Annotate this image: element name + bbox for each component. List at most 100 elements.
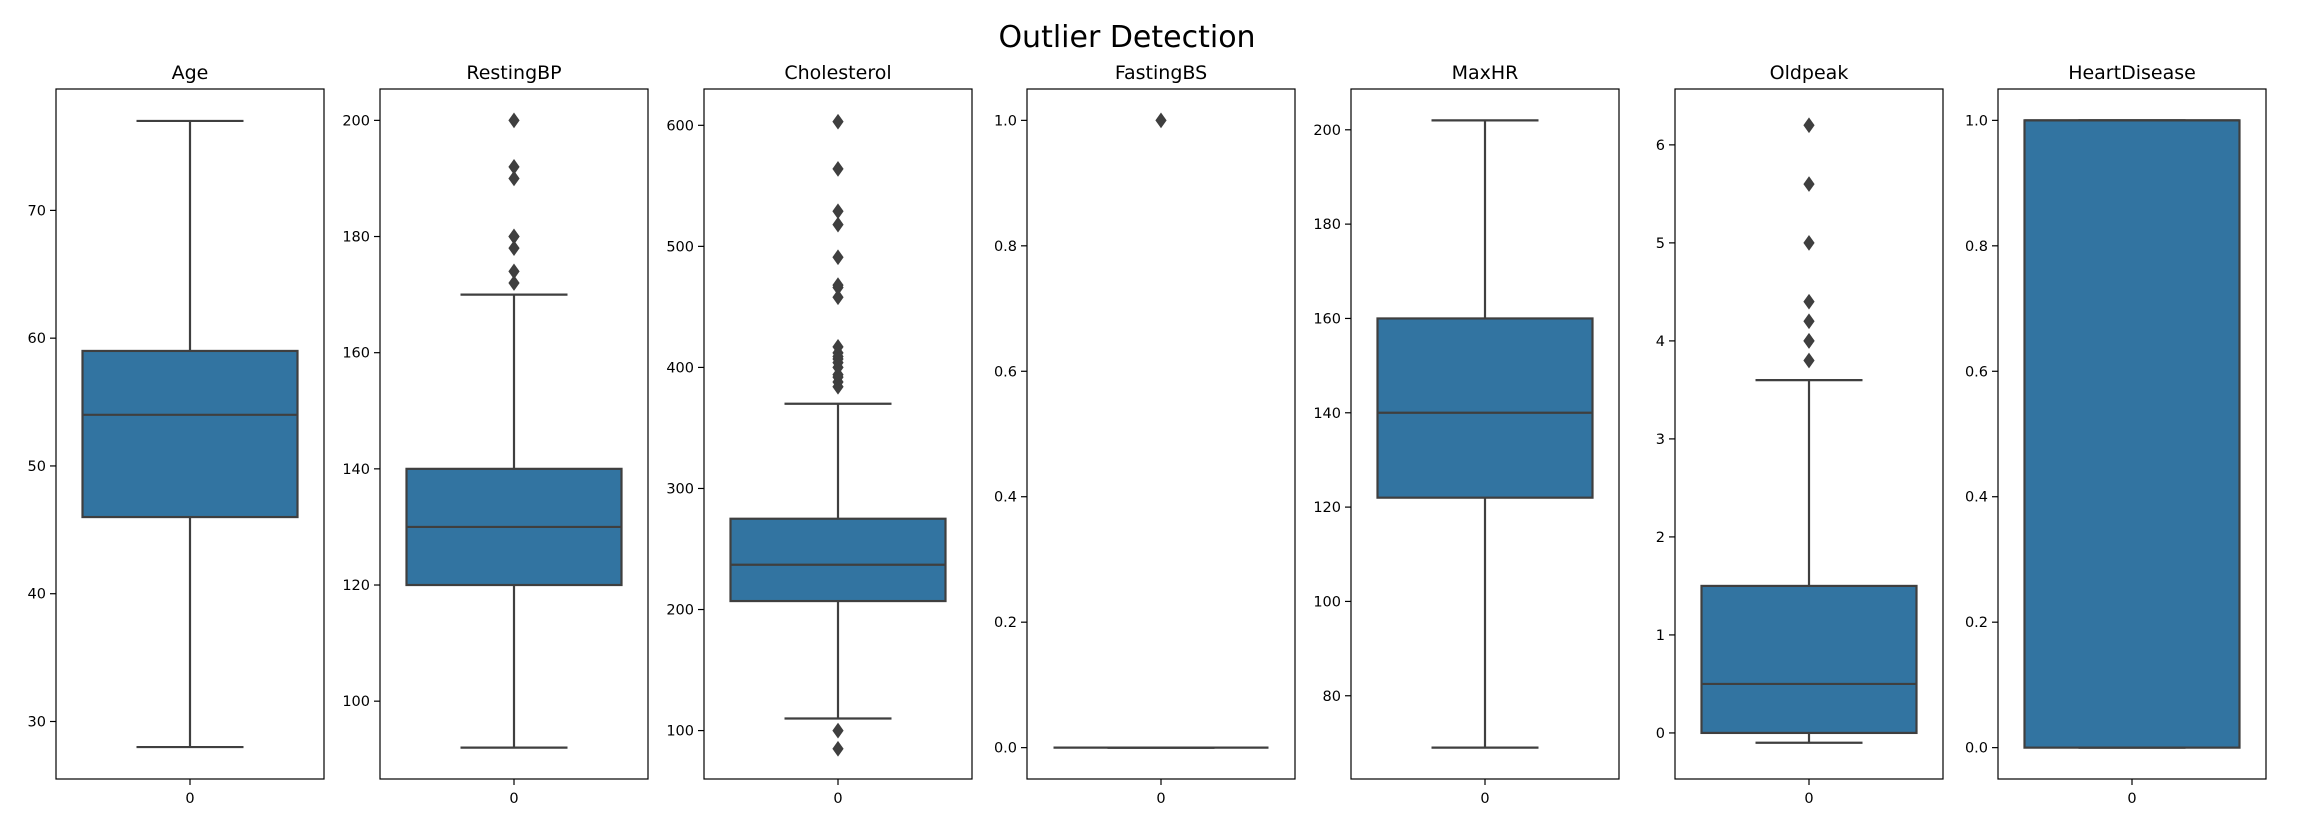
outlier-point	[832, 740, 844, 757]
y-tick-label: 70	[28, 203, 46, 219]
y-tick-label: 0.8	[994, 239, 1017, 255]
y-tick-label: 200	[666, 603, 694, 619]
outlier-point	[1803, 235, 1815, 251]
iqr-box	[1376, 317, 1594, 499]
y-tick-label: 100	[342, 694, 370, 710]
y-tick-label: 1.0	[1965, 113, 1988, 129]
y-tick-label: 2	[1656, 530, 1665, 546]
y-tick-label: 0.2	[1965, 615, 1988, 631]
y-tick-label: 120	[1313, 500, 1341, 516]
outlier-point	[1803, 176, 1815, 192]
panel-title: FastingBS	[1115, 62, 1207, 84]
y-tick-label: 200	[1313, 123, 1341, 139]
iqr-box	[2023, 119, 2241, 749]
y-tick-label: 6	[1656, 138, 1665, 154]
x-tick-label: 0	[509, 791, 518, 807]
outlier-point	[832, 113, 844, 130]
panel-title: MaxHR	[1452, 62, 1519, 84]
outlier-point	[832, 722, 844, 739]
x-tick-label: 0	[1480, 791, 1489, 807]
y-tick-label: 50	[28, 459, 46, 475]
x-tick-label: 0	[2127, 791, 2136, 807]
panel-oldpeak: Oldpeak 0 1 2 3 4 5 6 0	[1656, 62, 1944, 807]
x-tick-label: 0	[833, 791, 842, 807]
outlier-point	[508, 275, 520, 291]
y-tick-label: 300	[666, 481, 694, 497]
panel-fastingbs: FastingBS 0.0 0.2 0.4 0.6 0.8 1.0 0	[994, 62, 1296, 807]
y-tick-label: 40	[28, 587, 46, 603]
y-tick-label: 0.4	[994, 490, 1017, 506]
iqr-box	[81, 349, 299, 519]
y-tick-label: 160	[342, 346, 370, 362]
y-tick-label: 0.8	[1965, 239, 1988, 255]
y-tick-label: 500	[666, 239, 694, 255]
outlier-point	[832, 338, 844, 355]
y-tick-label: 4	[1656, 334, 1665, 350]
y-tick-label: 0.0	[994, 741, 1017, 757]
y-tick-label: 0.2	[994, 615, 1017, 631]
panel-age: Age 30 40 50 60 70 0	[28, 62, 325, 807]
iqr-box	[1700, 584, 1918, 735]
panel-cholesterol: Cholesterol 100 200 300 400 500 600 0	[666, 62, 973, 807]
x-tick-label: 0	[1156, 791, 1165, 807]
panel-title: Cholesterol	[784, 62, 891, 84]
x-tick-label: 0	[185, 791, 194, 807]
outlier-point	[832, 249, 844, 266]
y-tick-label: 0.6	[994, 364, 1017, 380]
outlier-point	[1803, 117, 1815, 134]
y-tick-label: 180	[1313, 217, 1341, 233]
outlier-point	[508, 263, 520, 280]
panel-restingbp: RestingBP 100 120 140 160 180 200 0	[342, 62, 649, 807]
y-tick-label: 140	[342, 462, 370, 478]
outlier-point	[1803, 313, 1815, 330]
outlier-point	[832, 161, 844, 177]
axes-frame	[379, 88, 649, 780]
y-tick-label: 160	[1313, 311, 1341, 327]
iqr-box	[729, 517, 947, 603]
y-tick-label: 140	[1313, 406, 1341, 422]
y-tick-label: 80	[1323, 689, 1341, 705]
y-tick-label: 180	[342, 230, 370, 246]
y-tick-label: 600	[666, 118, 694, 134]
boxplot-panels: Age30405060700RestingBP10012014016018020…	[28, 62, 2267, 807]
outlier-point	[1803, 293, 1815, 310]
outlier-point	[832, 203, 844, 220]
y-tick-label: 3	[1656, 432, 1665, 448]
panel-title: Oldpeak	[1770, 62, 1849, 84]
x-tick-label: 0	[1804, 791, 1813, 807]
y-tick-label: 0	[1656, 726, 1665, 742]
y-tick-label: 30	[28, 715, 46, 731]
figure-title: Outlier Detection	[998, 20, 1255, 55]
y-tick-label: 60	[28, 331, 46, 347]
axes-frame	[1674, 88, 1944, 780]
axes-frame	[703, 88, 973, 780]
y-tick-label: 400	[666, 360, 694, 376]
outlier-point	[832, 289, 844, 306]
axes-frame	[1350, 88, 1620, 780]
panel-title: RestingBP	[466, 62, 561, 84]
outlier-point	[1803, 333, 1815, 349]
y-tick-label: 0.6	[1965, 364, 1988, 380]
outlier-point	[508, 170, 520, 187]
axes-frame	[1026, 88, 1296, 780]
y-tick-label: 5	[1656, 236, 1665, 252]
axes-frame	[55, 88, 325, 780]
outlier-point	[1155, 112, 1167, 129]
y-tick-label: 200	[342, 113, 370, 129]
y-tick-label: 0.4	[1965, 490, 1988, 506]
y-tick-label: 100	[1313, 594, 1341, 610]
y-tick-label: 100	[666, 724, 694, 740]
y-tick-label: 120	[342, 578, 370, 594]
outlier-point	[508, 112, 520, 129]
panel-maxhr: MaxHR 80 100 120 140 160 180 200 0	[1313, 62, 1620, 807]
axes-frame	[1997, 88, 2267, 780]
y-tick-label: 1	[1656, 628, 1665, 644]
y-tick-label: 0.0	[1965, 741, 1988, 757]
panel-title: HeartDisease	[2068, 62, 2196, 84]
outlier-point	[508, 228, 520, 245]
outlier-point	[1803, 352, 1815, 369]
outlier-point	[832, 277, 844, 293]
outlier-point	[508, 240, 520, 257]
y-tick-label: 1.0	[994, 113, 1017, 129]
